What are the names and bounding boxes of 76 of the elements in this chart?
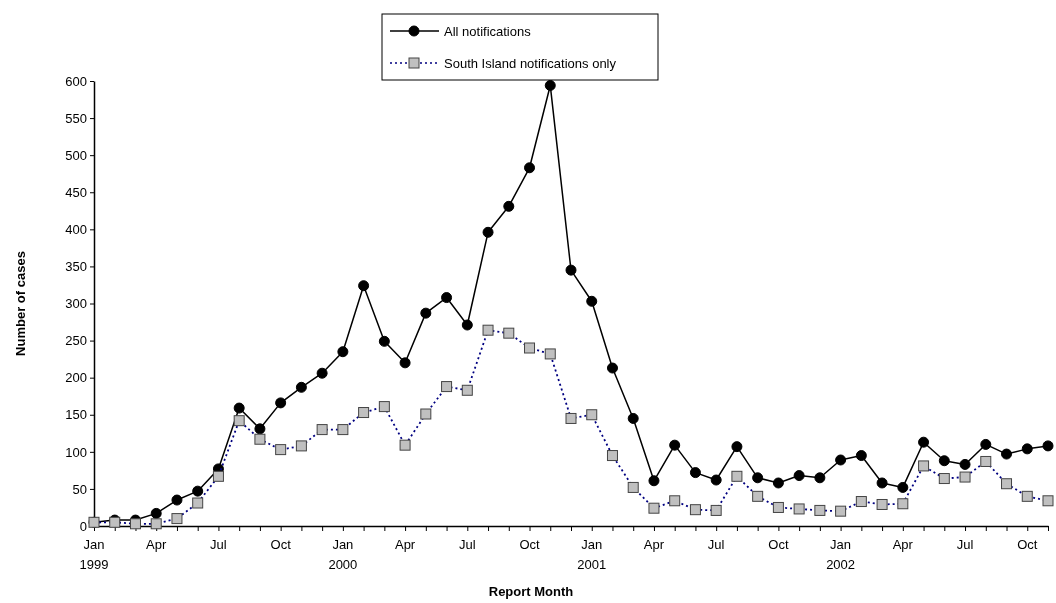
point	[378, 335, 390, 347]
point	[420, 307, 432, 319]
point	[959, 458, 971, 470]
point	[1001, 448, 1013, 460]
y-tick-label: 250	[65, 333, 87, 349]
point	[586, 295, 598, 307]
y-tick-label: 50	[72, 481, 87, 497]
point	[254, 423, 266, 435]
x-tick-label: Oct	[270, 537, 292, 552]
x-tick-label: Jan 1999	[79, 537, 109, 572]
point	[689, 467, 701, 479]
point	[938, 455, 950, 467]
y-tick-label: 550	[65, 110, 87, 126]
y-tick-label: 150	[65, 407, 87, 423]
y-tick-label: 300	[65, 296, 87, 312]
point	[669, 439, 681, 451]
point	[441, 292, 453, 304]
point	[814, 472, 826, 484]
point	[1021, 443, 1033, 455]
point	[876, 477, 888, 489]
x-tick-label: Apr	[394, 537, 416, 552]
point	[482, 226, 494, 238]
point	[565, 264, 577, 276]
y-tick-label: 450	[65, 184, 87, 200]
x-tick-label: Jan 2000	[328, 537, 358, 572]
point	[772, 477, 784, 489]
point	[627, 412, 639, 424]
legend-label: All notifications	[444, 24, 532, 39]
point	[918, 436, 930, 448]
point	[731, 441, 743, 453]
x-tick-label: Jan 2001	[577, 537, 607, 572]
y-axis-title: Number of cases	[13, 251, 28, 356]
x-tick-label: Jan 2002	[826, 537, 856, 572]
point	[295, 381, 307, 393]
x-tick-label: Jul	[956, 537, 974, 552]
y-tick-label: 400	[65, 221, 87, 237]
point	[897, 481, 909, 493]
point	[752, 472, 764, 484]
point	[337, 346, 349, 358]
x-tick-label: Oct	[1017, 537, 1038, 552]
y-tick-label: 500	[65, 147, 87, 163]
x-tick-label: Jul	[210, 537, 227, 552]
point	[855, 450, 867, 462]
point	[606, 362, 618, 374]
x-tick-label: Oct	[768, 537, 789, 552]
x-tick-label: Apr	[892, 537, 914, 552]
y-tick-label: 200	[65, 370, 87, 386]
y-tick-label: 600	[65, 73, 87, 89]
y-tick-label: 0	[79, 518, 87, 534]
x-axis-title: Report Month	[488, 584, 574, 599]
point	[275, 397, 287, 409]
point	[648, 475, 660, 487]
legend-label: South Island notifications only	[444, 56, 617, 71]
point	[399, 357, 411, 369]
y-tick-label: 100	[65, 444, 87, 460]
point	[316, 367, 328, 379]
point	[461, 319, 473, 331]
x-tick-label: Jul	[707, 537, 725, 552]
point	[150, 507, 162, 519]
x-tick-label: Apr	[146, 537, 167, 552]
x-tick-label: Apr	[643, 537, 665, 552]
x-tick-label: Jul	[458, 537, 476, 552]
point	[793, 470, 805, 482]
point	[358, 280, 370, 292]
point	[171, 494, 183, 506]
point	[503, 200, 515, 212]
point	[1042, 440, 1054, 452]
point	[524, 162, 536, 174]
point	[980, 438, 992, 450]
y-tick-label: 350	[65, 259, 87, 275]
point	[544, 79, 556, 91]
x-tick-label: Oct	[519, 537, 541, 552]
point	[192, 485, 204, 497]
point	[233, 402, 245, 414]
point	[835, 454, 847, 466]
point	[710, 474, 722, 486]
